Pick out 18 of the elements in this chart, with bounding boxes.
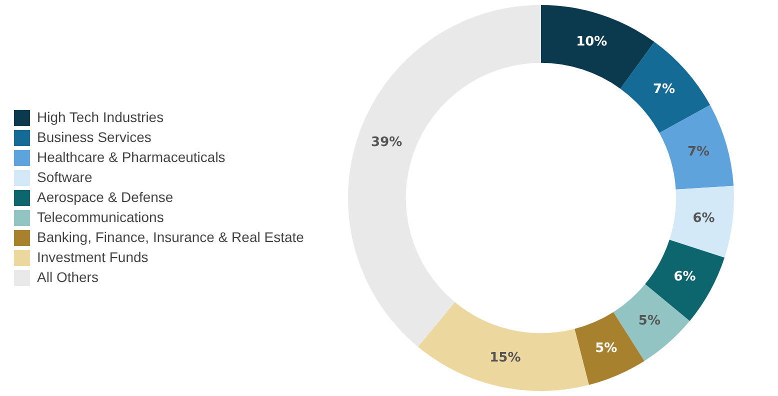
- legend-label: Software: [37, 168, 92, 185]
- data-label: 5%: [595, 340, 618, 356]
- legend-label: Healthcare & Pharmaceuticals: [37, 148, 226, 165]
- data-label: 7%: [652, 82, 676, 97]
- data-label: 7%: [687, 144, 710, 160]
- data-label: 5%: [638, 313, 660, 328]
- data-label: 39%: [371, 134, 402, 150]
- legend-label: Banking, Finance, Insurance & Real Estate: [37, 228, 304, 245]
- legend-label: All Others: [37, 268, 98, 285]
- data-label: 10%: [576, 34, 608, 50]
- legend-label: Investment Funds: [37, 248, 148, 265]
- legend-label: Aerospace & Defense: [37, 188, 174, 205]
- legend-label: Business Services: [37, 128, 152, 145]
- legend-label: Telecommunications: [37, 208, 164, 225]
- legend-label: High Tech Industries: [37, 108, 164, 125]
- data-label: 6%: [674, 269, 696, 284]
- data-label: 15%: [490, 350, 521, 366]
- data-label: 6%: [692, 210, 715, 226]
